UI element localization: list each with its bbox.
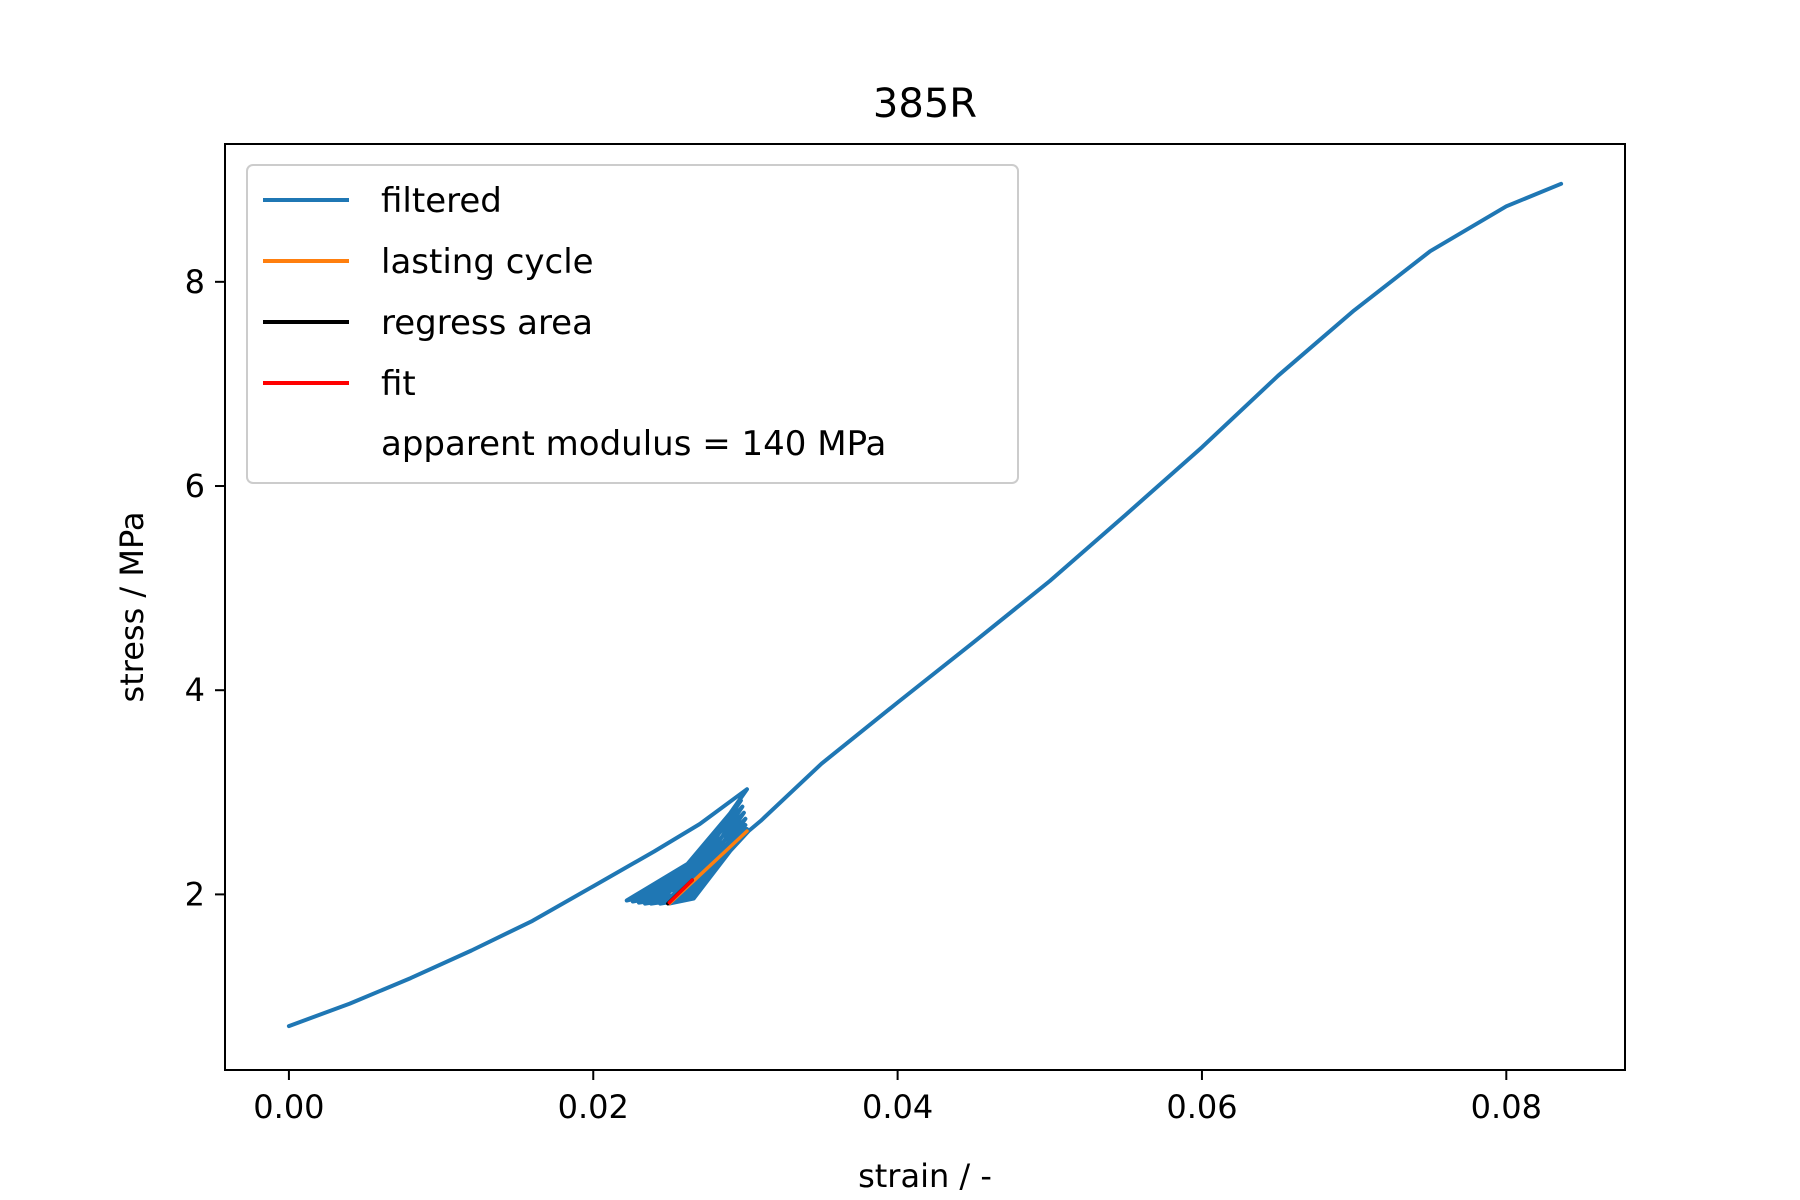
x-tick-label: 0.00	[253, 1088, 324, 1126]
legend-label-fit: fit	[381, 364, 416, 404]
legend-label-filtered: filtered	[381, 181, 502, 221]
x-tick-label: 0.04	[862, 1088, 933, 1126]
x-tick-label: 0.06	[1166, 1088, 1237, 1126]
y-tick-label: 6	[185, 467, 205, 505]
x-axis: 0.00 0.02 0.04 0.06 0.08	[253, 1070, 1542, 1126]
series-layer	[286, 181, 1564, 1029]
legend: filtered lasting cycle regress area fit app…	[246, 164, 1019, 484]
x-tick-label: 0.08	[1471, 1088, 1542, 1126]
y-axis: 2 4 6 8	[185, 263, 225, 913]
legend-label-regress-area: regress area	[381, 303, 593, 343]
y-tick-label: 2	[185, 875, 205, 913]
legend-box	[246, 164, 1019, 484]
series-line-fit	[667, 878, 694, 905]
legend-note: apparent modulus = 140 MPa	[381, 424, 886, 464]
x-axis-label: strain / -	[858, 1157, 992, 1195]
chart-title: 385R	[873, 81, 977, 127]
series-line-filtered	[286, 181, 1564, 1029]
legend-label-lasting-cycle: lasting cycle	[381, 242, 594, 282]
y-tick-label: 4	[185, 671, 205, 709]
x-tick-label: 0.02	[558, 1088, 629, 1126]
plot-frame	[224, 143, 1626, 1071]
y-tick-label: 8	[185, 263, 205, 301]
y-axis-label: stress / MPa	[113, 512, 151, 703]
